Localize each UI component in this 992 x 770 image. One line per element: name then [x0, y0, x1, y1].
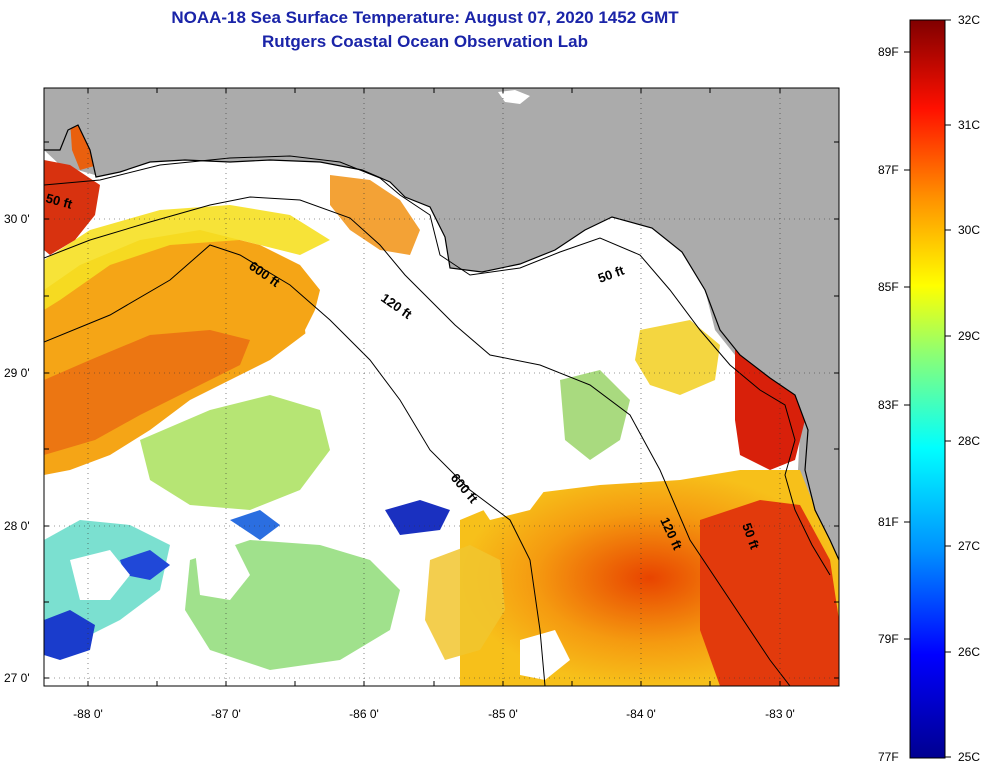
coastline	[44, 124, 839, 561]
lon-label-86: -86 0'	[349, 707, 379, 721]
sst-west-green	[140, 395, 330, 510]
contour-50ft-line	[44, 155, 831, 576]
map-frame	[43, 87, 840, 687]
colorbar-f-81: 81F	[878, 515, 899, 529]
lat-label-28: 28 0'	[4, 519, 30, 533]
colorbar-c-25: 25C	[958, 750, 980, 764]
inland-water-spot	[498, 90, 530, 104]
contour-120ft-line	[44, 196, 791, 686]
map-plot-area: 50 ft 600 ft 120 ft 50 ft 600 ft 120 ft …	[44, 88, 839, 686]
temperature-colorbar: 32C 31C 30C 29C 28C 27C 26C 25C 89F 87F …	[878, 13, 980, 764]
colorbar-f-83: 83F	[878, 398, 899, 412]
cloud-mask-bottom	[520, 630, 570, 680]
lon-label-83: -83 0'	[765, 707, 795, 721]
colorbar-f-89: 89F	[878, 45, 899, 59]
map-title-line1: NOAA-18 Sea Surface Temperature: August …	[171, 8, 679, 27]
colorbar-c-31: 31C	[958, 118, 980, 132]
cloud-mask-sw	[70, 550, 130, 600]
sst-cold-patch-1	[44, 610, 95, 660]
lon-label-88: -88 0'	[73, 707, 103, 721]
colorbar-gradient	[909, 19, 946, 759]
lat-label-30: 30 0'	[4, 212, 30, 226]
lon-label-85: -85 0'	[488, 707, 518, 721]
colorbar-c-32: 32C	[958, 13, 980, 27]
sst-cold-patch-4	[230, 510, 280, 540]
colorbar-ticks	[904, 19, 951, 758]
colorbar-c-29: 29C	[958, 329, 980, 343]
lat-label-29: 29 0'	[4, 366, 30, 380]
sst-west-yellow	[44, 205, 330, 310]
colorbar-c-28: 28C	[958, 434, 980, 448]
lat-label-27: 27 0'	[4, 671, 30, 685]
map-title-line2: Rutgers Coastal Ocean Observation Lab	[262, 32, 588, 51]
sst-cold-patch-2	[385, 500, 450, 535]
colorbar-f-85: 85F	[878, 280, 899, 294]
florida-land	[360, 88, 839, 560]
contour-label-50ft-west: 50 ft	[44, 190, 74, 212]
cloud-mask-west	[195, 545, 250, 600]
colorbar-c-30: 30C	[958, 223, 980, 237]
sst-west-core	[44, 330, 250, 455]
colorbar-f-79: 79F	[878, 632, 899, 646]
sst-south-yellow	[425, 545, 505, 660]
north-gulf-land	[44, 88, 362, 177]
colorbar-c-27: 27C	[958, 539, 980, 553]
axis-ticks	[44, 88, 839, 686]
sst-east-yellow	[635, 320, 720, 395]
colorbar-c-26: 26C	[958, 645, 980, 659]
contour-600ft-line	[44, 244, 546, 686]
sst-big-bend-green	[560, 370, 630, 460]
cloud-mask-south	[470, 430, 560, 520]
colorbar-f-77: 77F	[878, 750, 899, 764]
colorbar-f-87: 87F	[878, 163, 899, 177]
sst-southeast-red	[700, 500, 839, 686]
cloud-mask-center	[305, 285, 480, 440]
sst-cold-patch-3	[120, 550, 170, 580]
lon-label-87: -87 0'	[211, 707, 241, 721]
sst-panhandle-orange	[330, 175, 420, 255]
lon-label-84: -84 0'	[626, 707, 656, 721]
